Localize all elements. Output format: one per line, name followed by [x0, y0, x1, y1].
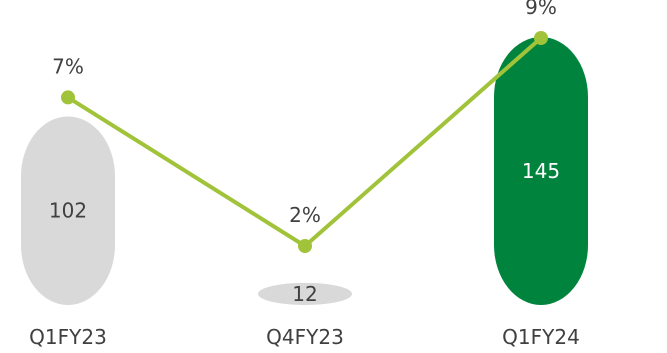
- line-point-q4fy23: [298, 239, 312, 253]
- bar-value-label-q4fy23: 12: [292, 282, 317, 306]
- bar-q1fy23: [21, 116, 115, 305]
- line-value-label-q1fy24: 9%: [525, 0, 557, 19]
- line-layer: [61, 31, 548, 253]
- bars-layer: [21, 37, 588, 305]
- line-point-q1fy23: [61, 90, 75, 105]
- bar-q4fy23: [258, 282, 352, 305]
- line-value-label-q1fy23: 7%: [52, 54, 84, 78]
- labels-layer: 102 Q1FY23 12 Q4FY23 145 Q1FY24 7% 2% 9%: [29, 0, 580, 349]
- category-label-q4fy23: Q4FY23: [266, 325, 344, 349]
- line-point-q1fy24: [534, 31, 548, 45]
- category-label-q1fy24: Q1FY24: [502, 325, 580, 349]
- bar-value-label-q1fy23: 102: [49, 199, 87, 223]
- bar-value-label-q1fy24: 145: [522, 159, 560, 183]
- line-value-label-q4fy23: 2%: [289, 203, 321, 227]
- bar-q1fy24: [494, 37, 588, 305]
- category-label-q1fy23: Q1FY23: [29, 325, 107, 349]
